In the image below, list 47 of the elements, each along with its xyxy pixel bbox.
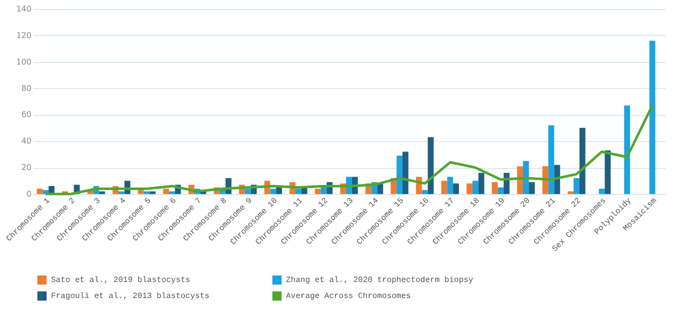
bar	[478, 172, 484, 194]
y-tick-label: 100	[16, 57, 32, 66]
bar	[402, 152, 408, 194]
bar	[492, 182, 498, 194]
bar	[270, 188, 276, 194]
y-tick-label: 40	[21, 136, 32, 146]
bar	[453, 183, 459, 194]
bar	[498, 187, 504, 194]
bar	[276, 187, 282, 194]
bar	[574, 178, 580, 194]
bar	[169, 191, 175, 194]
bar	[447, 176, 454, 194]
y-tick-label: 140	[16, 4, 32, 14]
bar	[604, 150, 611, 194]
y-tick-label: 120	[16, 30, 32, 40]
bar	[466, 183, 472, 194]
bar	[295, 188, 302, 194]
bar	[598, 188, 605, 194]
y-tick-label: 60	[21, 110, 32, 120]
legend-label: Average Across Chromosomes	[286, 292, 412, 301]
bar	[99, 191, 106, 194]
bar	[649, 40, 656, 194]
bar	[624, 105, 630, 194]
bar	[472, 180, 478, 194]
line-series	[44, 104, 654, 196]
bar	[568, 191, 574, 194]
bar	[118, 191, 124, 194]
bar	[548, 125, 554, 194]
bar	[396, 156, 403, 194]
bar	[163, 188, 170, 194]
y-tick-label: 80	[21, 84, 32, 93]
bar	[377, 183, 384, 194]
bar	[36, 188, 43, 194]
bar	[523, 160, 529, 194]
y-tick-label: 20	[21, 163, 32, 172]
bar	[528, 182, 535, 194]
y-tick-label: 0	[26, 190, 32, 198]
bar	[579, 128, 586, 194]
legend-label: Sato et al., 2019 blastocysts	[51, 276, 190, 286]
legend-label: Fragouli et al., 2013 blastocysts	[51, 292, 210, 301]
bar	[554, 164, 560, 194]
bar	[150, 191, 156, 194]
bar	[422, 190, 428, 194]
bar	[441, 180, 448, 194]
bar	[314, 188, 321, 194]
bar	[244, 188, 251, 194]
legend-label: Zhang et al., 2020 trophectoderm biopsy	[286, 276, 474, 286]
